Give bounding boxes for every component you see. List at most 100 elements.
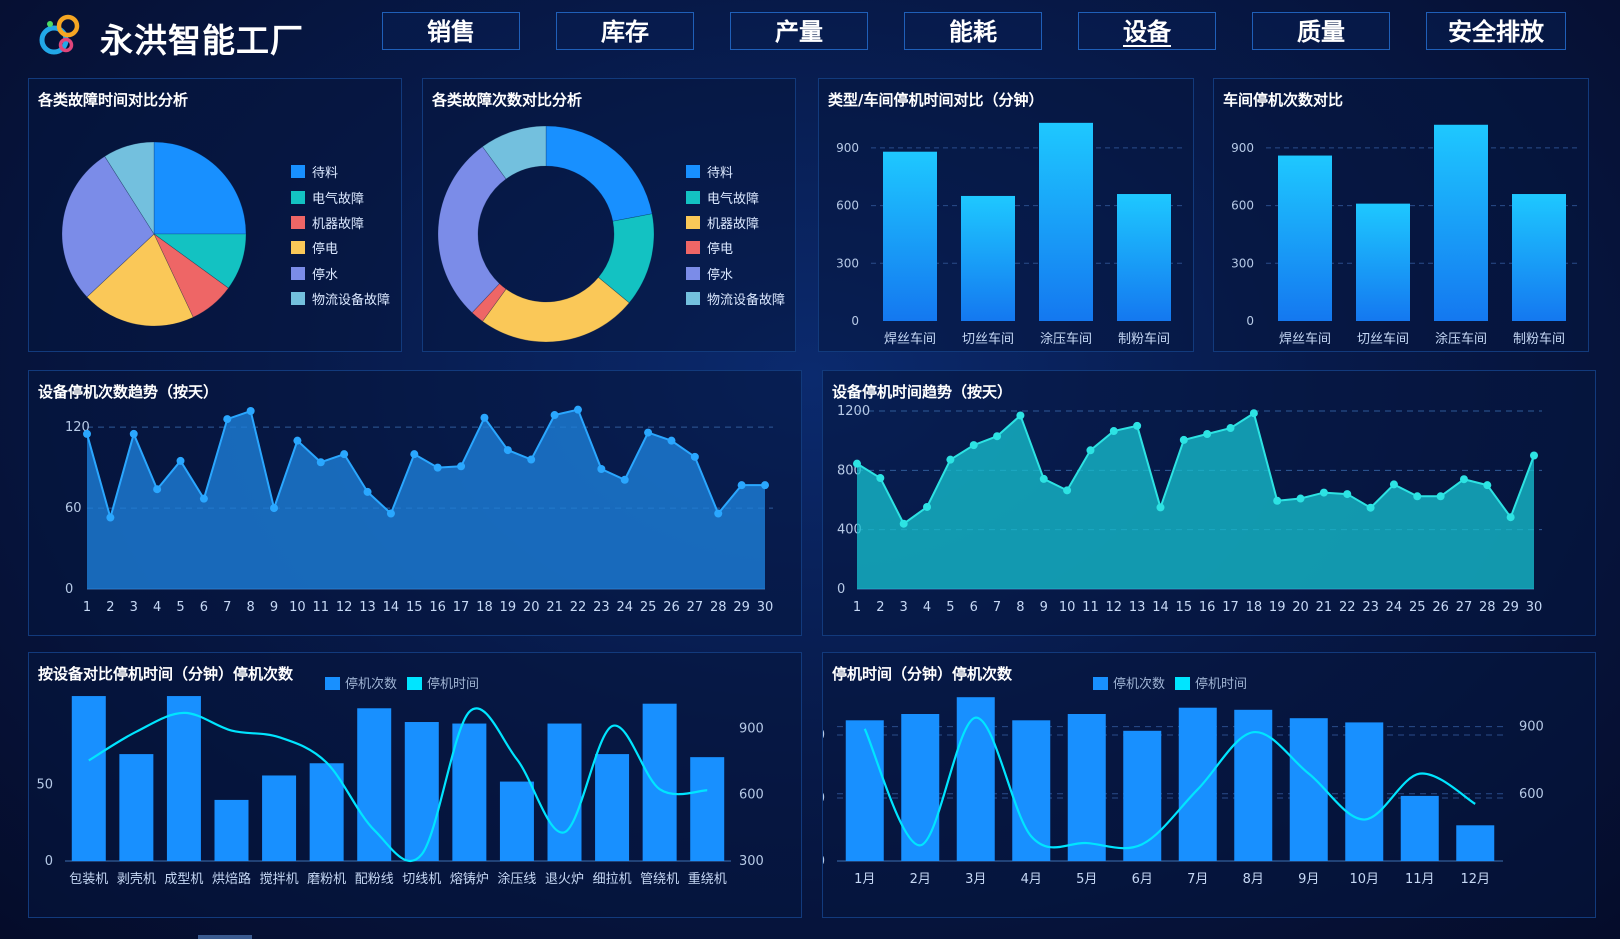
pie-slice bbox=[104, 141, 155, 236]
bar bbox=[642, 703, 677, 861]
bar bbox=[1178, 707, 1217, 861]
tab-4[interactable]: 设备 bbox=[1078, 12, 1216, 50]
x-tick-label: 17 bbox=[1222, 600, 1239, 615]
data-point bbox=[969, 441, 978, 450]
legend-item[interactable]: 待料 bbox=[686, 159, 785, 184]
x-tick-label: 15 bbox=[1176, 600, 1193, 615]
legend-item[interactable]: 物流设备故障 bbox=[686, 286, 785, 311]
legend-item[interactable]: 物流设备故障 bbox=[291, 286, 390, 311]
x-tick-label: 12月 bbox=[1460, 872, 1490, 887]
legend-item[interactable]: 机器故障 bbox=[686, 210, 785, 235]
tab-1[interactable]: 库存 bbox=[556, 12, 694, 50]
header: 永洪智能工厂 销售 库存 产量 能耗 设备 质量 安全排放 bbox=[0, 0, 1620, 72]
x-tick-label: 2 bbox=[876, 600, 884, 615]
tab-label: 能耗 bbox=[949, 18, 997, 46]
legend-swatch bbox=[407, 677, 422, 690]
tab-label: 设备 bbox=[1123, 18, 1171, 46]
y-tick-label: 30 bbox=[823, 791, 825, 806]
pie1-legend: 待料 电气故障 机器故障停电停水物流设备故障 bbox=[291, 159, 390, 311]
bar bbox=[357, 708, 392, 861]
legend-label: 停机次数 bbox=[345, 676, 397, 692]
legend-swatch bbox=[291, 266, 305, 280]
pie2-panel: 各类故障次数对比分析 待料 电气故障 机器故障 停电 停水 物流设备故障 bbox=[422, 78, 796, 352]
legend-item[interactable]: 机器故障 bbox=[291, 210, 390, 235]
data-point bbox=[1296, 494, 1305, 503]
legend-swatch bbox=[686, 165, 700, 179]
y-tick-label: 60 bbox=[65, 501, 82, 516]
legend-item[interactable]: 停电 bbox=[291, 235, 390, 260]
data-point bbox=[363, 487, 372, 496]
data-point bbox=[270, 504, 279, 513]
x-tick-label: 15 bbox=[406, 600, 423, 615]
legend-swatch bbox=[686, 266, 700, 280]
x-tick-label: 8 bbox=[1016, 600, 1024, 615]
x-tick-label: 27 bbox=[1456, 600, 1473, 615]
tab-3[interactable]: 能耗 bbox=[904, 12, 1042, 50]
data-point bbox=[1436, 492, 1445, 501]
panel-title: 车间停机次数对比 bbox=[1223, 91, 1344, 109]
bar bbox=[1117, 194, 1171, 321]
legend-item[interactable]: 电气故障 bbox=[686, 184, 785, 209]
x-tick-label: 24 bbox=[616, 600, 633, 615]
x-tick-label: 重绕机 bbox=[688, 871, 727, 887]
data-point bbox=[1016, 411, 1025, 420]
pie-slice bbox=[153, 233, 247, 289]
x-tick-label: 3月 bbox=[965, 872, 986, 887]
legend-label: 停电 bbox=[312, 242, 339, 258]
pie1-chart bbox=[61, 141, 247, 327]
tab-5[interactable]: 质量 bbox=[1252, 12, 1390, 50]
x-tick-label: 14 bbox=[1152, 600, 1169, 615]
bar bbox=[1067, 714, 1106, 861]
bar bbox=[690, 757, 725, 861]
x-tick-label: 制粉车间 bbox=[1118, 331, 1170, 347]
legend-item[interactable]: 待料 bbox=[291, 159, 390, 184]
data-point bbox=[1203, 429, 1212, 438]
legend-item[interactable]: 电气故障 bbox=[291, 184, 390, 209]
legend-item[interactable]: 停水 bbox=[686, 261, 785, 286]
y-tick-label: 900 bbox=[1231, 141, 1254, 155]
tab-0[interactable]: 销售 bbox=[382, 12, 520, 50]
data-point bbox=[153, 485, 162, 494]
series-line bbox=[86, 408, 765, 522]
data-point bbox=[1343, 490, 1352, 499]
bar bbox=[1512, 194, 1566, 321]
tab-2[interactable]: 产量 bbox=[730, 12, 868, 50]
series-line bbox=[863, 716, 1476, 850]
x-tick-label: 27 bbox=[687, 600, 704, 615]
data-point bbox=[457, 462, 466, 471]
x-tick-label: 2 bbox=[106, 600, 114, 615]
x-tick-label: 8月 bbox=[1243, 872, 1264, 887]
scroll-indicator bbox=[198, 935, 252, 939]
x-tick-label: 25 bbox=[1409, 600, 1426, 615]
legend-swatch bbox=[686, 292, 700, 306]
x-tick-label: 21 bbox=[1316, 600, 1333, 615]
legend-label: 停机次数 bbox=[1113, 676, 1165, 692]
x-tick-label: 4月 bbox=[1021, 872, 1042, 887]
pie-slice bbox=[61, 155, 155, 298]
pie1-panel: 各类故障时间对比分析 待料 电气故障 机器故障 停电 停水 物流设备故障 bbox=[28, 78, 402, 352]
x-tick-label: 5月 bbox=[1076, 872, 1097, 887]
legend-item[interactable]: 停电 bbox=[686, 235, 785, 260]
x-tick-label: 包装机 bbox=[69, 872, 108, 887]
x-tick-label: 2月 bbox=[910, 872, 931, 887]
y-tick-label: 300 bbox=[1231, 256, 1254, 270]
pie-slice bbox=[471, 283, 507, 322]
y-tick-label: 300 bbox=[836, 256, 859, 270]
x-tick-label: 3 bbox=[130, 600, 138, 615]
y-tick-label: 600 bbox=[1231, 199, 1254, 213]
x-tick-label: 16 bbox=[429, 600, 446, 615]
panel-title: 按设备对比停机时间（分钟）停机次数 bbox=[38, 665, 294, 683]
bar bbox=[1123, 730, 1162, 861]
x-tick-label: 19 bbox=[500, 600, 517, 615]
data-point bbox=[1483, 481, 1492, 490]
legend-label: 物流设备故障 bbox=[312, 293, 391, 309]
x-tick-label: 26 bbox=[1432, 600, 1449, 615]
tab-6[interactable]: 安全排放 bbox=[1426, 12, 1566, 50]
x-tick-label: 6 bbox=[970, 600, 978, 615]
legend-swatch bbox=[686, 190, 700, 204]
legend-item[interactable]: 停水 bbox=[291, 261, 390, 286]
area-fill bbox=[87, 409, 765, 589]
x-tick-label: 涂压线 bbox=[497, 871, 536, 887]
legend-label: 停机时间 bbox=[427, 676, 479, 692]
y-tick-label: 0 bbox=[837, 582, 845, 597]
